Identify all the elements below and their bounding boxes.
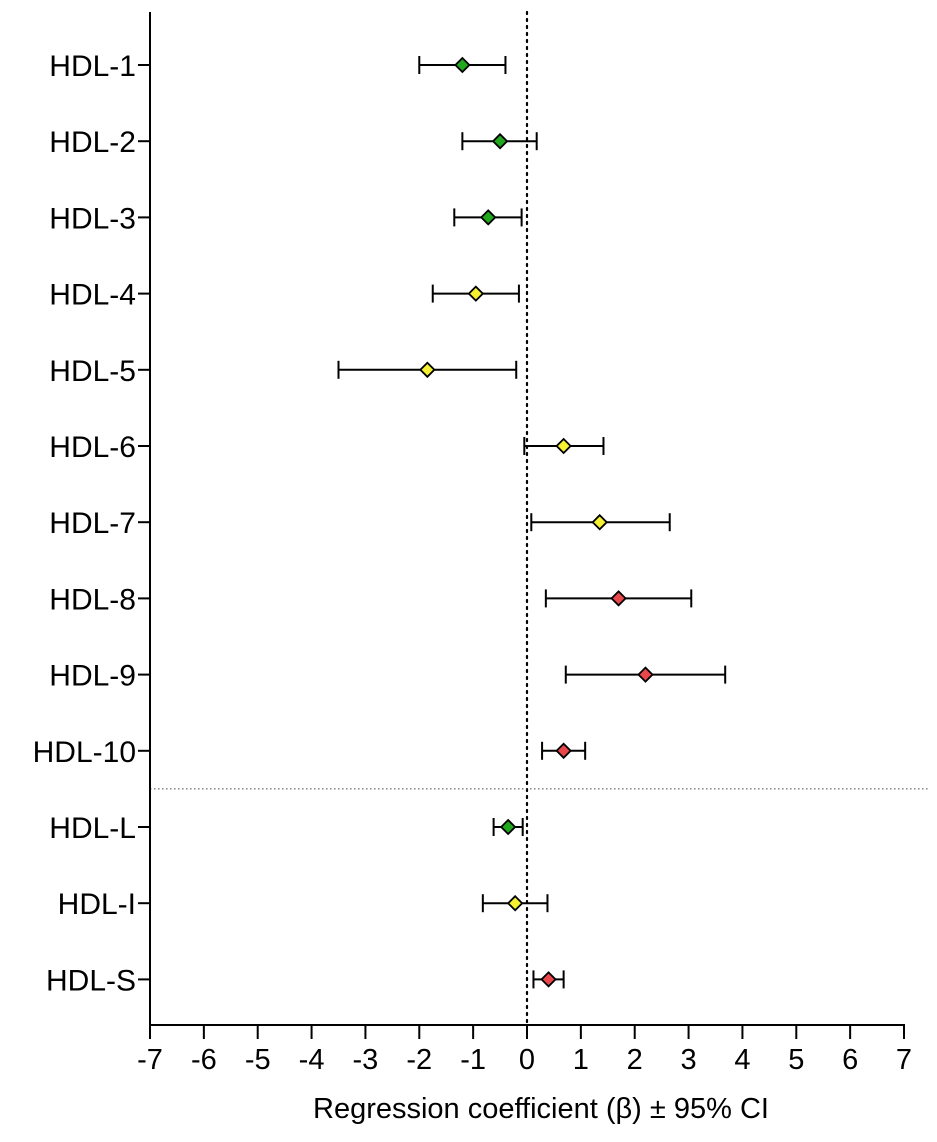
x-tick-label: 6: [842, 1044, 858, 1076]
row-label: HDL-2: [49, 126, 136, 159]
x-tick-label: 4: [734, 1044, 750, 1076]
forest-row: HDL-L: [49, 812, 524, 845]
row-label: HDL-8: [49, 583, 136, 616]
row-label: HDL-I: [58, 888, 136, 921]
point-estimate-marker: [591, 513, 608, 531]
x-tick-label: -3: [353, 1044, 379, 1076]
point-estimate-marker: [637, 666, 654, 683]
axes-group: -7 -6 -5 -4 -3 -2 -1 0 1 2 3 4 5 6 7: [137, 12, 912, 1076]
row-label: HDL-1: [49, 50, 136, 83]
forest-row: HDL-S: [46, 964, 565, 997]
x-axis-title: Regression coefficient (β) ± 95% CI: [313, 1093, 769, 1125]
point-estimate-marker: [479, 209, 497, 226]
point-estimate-marker: [506, 894, 524, 912]
row-label: HDL-L: [49, 812, 136, 845]
x-tick-label: 1: [573, 1044, 589, 1076]
point-estimate-marker: [499, 818, 517, 836]
forest-row: HDL-6: [49, 431, 605, 464]
point-estimate-marker: [555, 742, 572, 760]
x-tick-label: 3: [681, 1044, 697, 1076]
point-estimate-marker: [555, 437, 572, 455]
forest-row: HDL-5: [49, 355, 518, 388]
row-label: HDL-5: [49, 355, 136, 388]
point-estimate-marker: [467, 285, 485, 302]
x-tick-label: -1: [460, 1044, 486, 1076]
x-tick-label: 5: [788, 1044, 804, 1076]
forest-row: HDL-10: [33, 736, 587, 769]
row-label: HDL-7: [49, 507, 136, 540]
row-label: HDL-3: [49, 202, 136, 235]
row-label: HDL-4: [49, 279, 136, 312]
point-estimate-marker: [491, 132, 509, 150]
forest-row: HDL-7: [49, 507, 671, 540]
rows-group: HDL-1 HDL-2 HDL-3 HDL-4 HDL-5 HDL-6 HDL-7 HDL-8…: [33, 50, 727, 997]
forest-row: HDL-I: [58, 888, 549, 921]
forest-row: HDL-1: [49, 50, 507, 83]
x-tick-label: -5: [245, 1044, 271, 1076]
forest-row: HDL-8: [49, 583, 693, 616]
forest-row: HDL-9: [49, 660, 727, 693]
point-estimate-marker: [610, 590, 627, 607]
x-tick-label: -6: [191, 1044, 217, 1076]
x-tick-label: 0: [519, 1044, 535, 1076]
point-estimate-marker: [540, 971, 557, 988]
row-label: HDL-6: [49, 431, 136, 464]
x-tick-label: -4: [299, 1044, 325, 1076]
row-label: HDL-10: [33, 736, 136, 769]
row-label: HDL-9: [49, 660, 136, 693]
x-tick-label: 7: [896, 1044, 912, 1076]
x-tick-label: -2: [406, 1044, 432, 1076]
x-tick-label: 2: [627, 1044, 643, 1076]
point-estimate-marker: [454, 56, 471, 74]
row-label: HDL-S: [46, 964, 136, 997]
x-tick-label: -7: [137, 1044, 163, 1076]
forest-row: HDL-3: [49, 202, 523, 235]
forest-row: HDL-4: [49, 279, 520, 312]
forest-row: HDL-2: [49, 126, 538, 159]
point-estimate-marker: [419, 361, 436, 379]
